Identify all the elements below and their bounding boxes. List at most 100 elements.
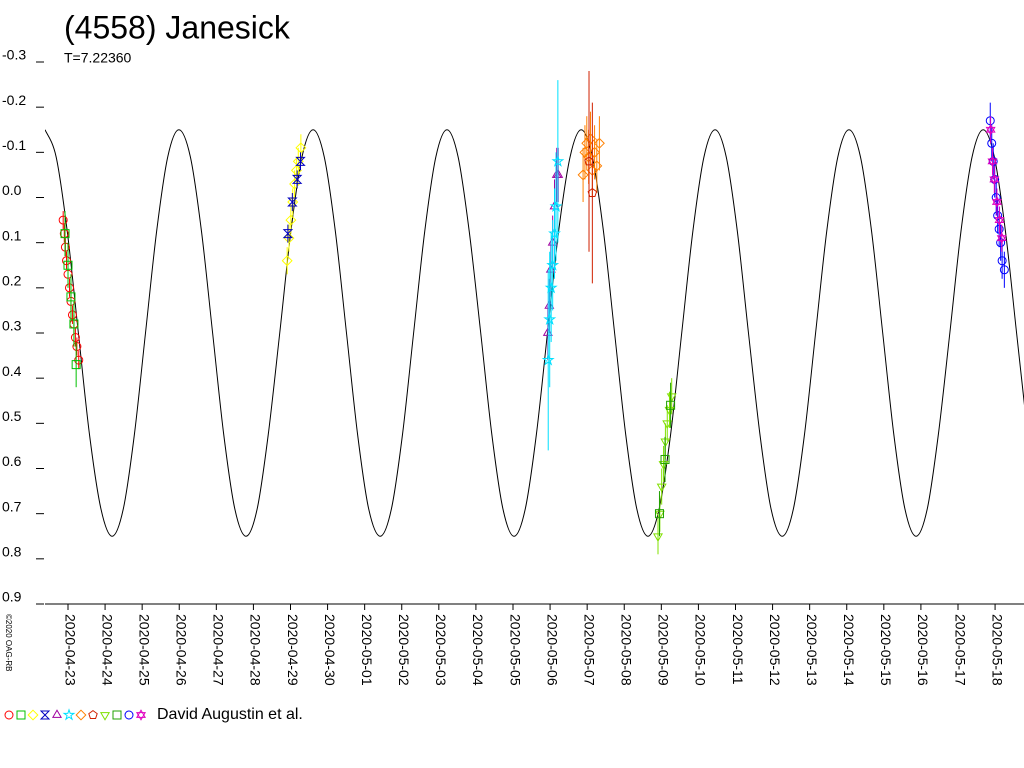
x-tick-label: 2020-05-16: [915, 614, 931, 686]
y-tick-label: 0.0: [2, 182, 22, 198]
y-tick-label: 0.9: [2, 589, 22, 605]
data-point: [546, 258, 560, 271]
y-tick-label: -0.1: [2, 137, 26, 153]
data-point: [997, 256, 1007, 266]
data-point: [985, 123, 996, 136]
x-tick-label: 2020-05-11: [730, 614, 746, 685]
data-point: [999, 265, 1009, 275]
data-point: [289, 178, 301, 190]
data-point: [996, 232, 1007, 244]
data-point: [584, 133, 597, 145]
x-tick-label: 2020-04-26: [174, 614, 190, 686]
data-point: [67, 310, 77, 320]
data-point: [989, 173, 1000, 186]
x-tick-label: 2020-05-17: [952, 614, 968, 686]
data-point: [587, 187, 598, 198]
x-tick-label: 2020-05-01: [359, 614, 375, 686]
data-point: [58, 215, 68, 225]
data-point: [543, 312, 557, 325]
data-point: [72, 342, 82, 352]
data-point: [71, 360, 81, 370]
data-point: [62, 256, 72, 266]
data-point: [60, 229, 70, 239]
legend-symbol: [88, 709, 98, 720]
legend-symbol: [112, 710, 122, 720]
legend-symbol: [51, 709, 63, 718]
x-tick-label: 2020-05-07: [581, 614, 597, 686]
data-point: [544, 281, 558, 294]
x-tick-label: 2020-05-05: [507, 614, 523, 686]
data-point: [549, 199, 563, 213]
x-tick-label: 2020-04-25: [136, 614, 152, 686]
y-tick-label: -0.2: [2, 92, 26, 108]
data-point: [656, 483, 667, 493]
x-tick-label: 2020-05-09: [656, 614, 672, 686]
data-point: [593, 137, 605, 149]
chart-subtitle: T=7.22360: [64, 50, 132, 66]
legend-symbol: [135, 709, 147, 721]
data-point: [666, 393, 677, 403]
y-tick-label: 0.6: [2, 453, 22, 469]
data-point: [987, 138, 997, 148]
x-tick-label: 2020-04-29: [285, 614, 301, 686]
credit: ©2020 OAG-RB: [4, 614, 13, 671]
data-point: [287, 197, 298, 207]
x-tick-label: 2020-04-23: [62, 614, 78, 686]
y-tick-label: 0.7: [2, 498, 22, 514]
legend-symbol: [124, 710, 134, 720]
data-point: [994, 214, 1005, 226]
data-point: [74, 355, 84, 365]
legend-symbol: [39, 710, 51, 720]
legend-symbol: [16, 710, 26, 720]
x-tick-label: 2020-05-08: [619, 614, 635, 686]
legend-label: David Augustin et al.: [157, 706, 303, 723]
plot-area: [45, 71, 1024, 555]
y-tick-label: 0.1: [2, 227, 22, 243]
data-point: [577, 169, 589, 181]
data-point: [993, 211, 1003, 221]
y-tick-label: -0.3: [2, 47, 26, 63]
x-tick-label: 2020-05-15: [878, 614, 894, 686]
x-tick-label: 2020-05-12: [767, 614, 783, 686]
x-tick-label: 2020-05-13: [804, 614, 820, 686]
legend-symbol: [4, 710, 14, 720]
x-tick-label: 2020-05-02: [396, 614, 412, 686]
y-tick-label: 0.3: [2, 318, 22, 334]
data-point: [70, 333, 80, 343]
x-tick-label: 2020-05-14: [841, 614, 857, 686]
data-point: [281, 255, 293, 267]
data-point: [660, 454, 670, 464]
x-tick-label: 2020-04-27: [211, 614, 227, 686]
data-point: [285, 214, 297, 226]
data-point: [581, 137, 593, 149]
model-curve: [45, 129, 1024, 537]
data-point: [63, 260, 73, 270]
x-tick-label: 2020-04-30: [322, 614, 338, 686]
legend-symbol: [62, 708, 76, 721]
x-tick-label: 2020-05-06: [544, 614, 560, 686]
data-point: [295, 156, 306, 166]
data-point: [589, 146, 601, 158]
x-tick-label: 2020-05-03: [433, 614, 449, 686]
data-point: [291, 174, 303, 184]
data-point: [283, 232, 295, 244]
x-tick-label: 2020-04-24: [99, 614, 115, 686]
data-point: [591, 160, 603, 172]
y-tick-label: 0.2: [2, 273, 22, 289]
y-tick-label: 0.8: [2, 544, 22, 560]
data-point: [551, 154, 565, 167]
x-tick-label: 2020-05-18: [989, 614, 1005, 686]
data-point: [652, 533, 664, 543]
data-point: [666, 400, 676, 410]
x-tick-label: 2020-04-28: [248, 614, 264, 686]
chart-title: (4558) Janesick: [64, 9, 291, 45]
y-tick-label: 0.4: [2, 363, 22, 379]
data-point: [282, 229, 294, 239]
data-point: [987, 155, 998, 168]
data-point: [658, 461, 669, 470]
legend-symbol: [99, 712, 111, 721]
data-point: [66, 292, 76, 302]
data-point: [541, 353, 555, 366]
